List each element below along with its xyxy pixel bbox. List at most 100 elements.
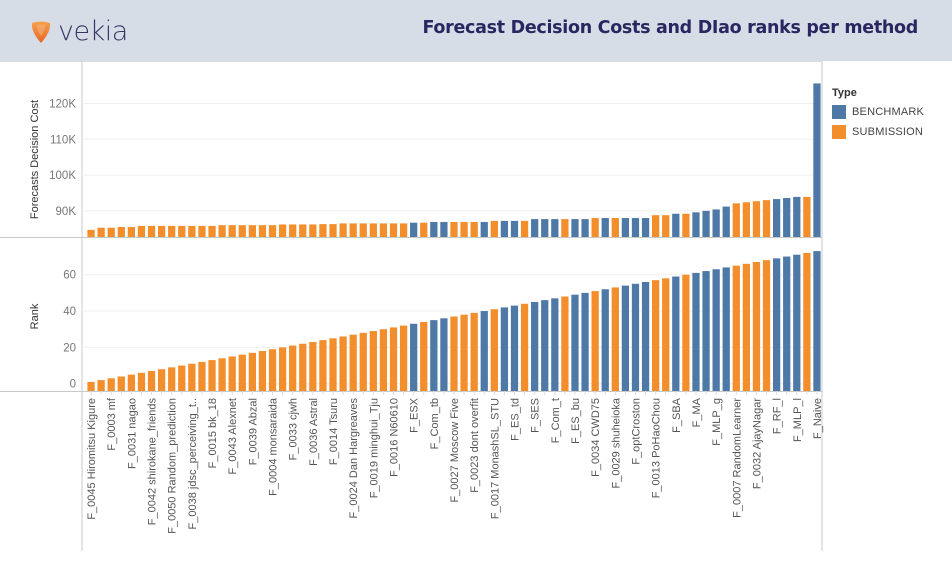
legend-item-submission[interactable]: SUBMISSION bbox=[832, 122, 924, 142]
y-axis-title: Forecasts Decision Cost bbox=[29, 100, 41, 219]
bar-rank bbox=[218, 358, 226, 391]
y-tick-label: 110K bbox=[50, 134, 76, 146]
bar-rank bbox=[662, 278, 670, 391]
bar-rank bbox=[551, 298, 559, 391]
bar-cost bbox=[329, 224, 337, 237]
bar-rank bbox=[702, 271, 710, 391]
bar-rank bbox=[601, 289, 609, 391]
bar-cost bbox=[450, 221, 458, 237]
bar-rank bbox=[480, 311, 488, 391]
bar-rank bbox=[531, 301, 539, 391]
bar-cost bbox=[168, 225, 176, 237]
bar-rank bbox=[107, 378, 115, 391]
bar-cost bbox=[783, 197, 791, 237]
bar-rank bbox=[541, 300, 549, 391]
x-tick-label: F_ES_td bbox=[509, 398, 521, 441]
y-tick-label: 60 bbox=[63, 270, 76, 282]
bar-rank bbox=[309, 341, 317, 391]
bar-rank bbox=[752, 261, 761, 391]
bar-cost bbox=[500, 220, 509, 237]
legend-label-benchmark: BENCHMARK bbox=[852, 106, 925, 118]
bar-rank bbox=[682, 274, 690, 391]
x-tick-label: F_0045 Hiromitsu Kigure bbox=[86, 398, 98, 520]
x-tick-label: F_0039 Abzal bbox=[247, 398, 259, 465]
bar-cost bbox=[410, 222, 418, 237]
bar-cost bbox=[591, 218, 599, 237]
bar-cost bbox=[117, 226, 125, 237]
x-tick-label: F_0015 bk_18 bbox=[207, 398, 219, 468]
bar-cost bbox=[702, 210, 710, 237]
bar-rank bbox=[410, 323, 418, 391]
x-tick-label: F_0029 shuheioka bbox=[610, 397, 622, 488]
y-tick-label: 100K bbox=[49, 170, 76, 182]
bar-cost bbox=[480, 221, 488, 237]
bar-rank bbox=[652, 280, 660, 391]
x-tick-label: F_MA bbox=[691, 397, 703, 427]
x-tick-label: F_MLP_l bbox=[792, 398, 804, 442]
bar-cost bbox=[803, 196, 811, 237]
x-tick-label: F_ESX bbox=[409, 397, 421, 433]
bar-cost bbox=[147, 225, 156, 237]
bar-rank bbox=[450, 316, 458, 391]
x-tick-label: F_0027 Moscow Five bbox=[449, 398, 461, 503]
legend-title: Type bbox=[832, 87, 857, 99]
bar-cost bbox=[571, 219, 579, 237]
bar-cost bbox=[349, 223, 357, 237]
bar-cost bbox=[258, 225, 267, 237]
x-tick-label: F_RF_l bbox=[772, 398, 784, 434]
bar-rank bbox=[369, 331, 377, 391]
bar-cost bbox=[369, 223, 377, 237]
bar-cost bbox=[319, 224, 327, 237]
x-tick-label: F_0003 mf bbox=[106, 397, 118, 451]
y-tick-label: 0 bbox=[70, 379, 76, 391]
bar-cost bbox=[531, 219, 539, 237]
y-tick-label: 40 bbox=[63, 306, 76, 318]
bar-cost bbox=[722, 206, 730, 237]
x-tick-label: F_0038 jdsc_perceiving_t.. bbox=[187, 398, 199, 529]
bar-rank bbox=[732, 265, 740, 391]
legend-swatch-submission bbox=[832, 125, 846, 139]
bar-cost bbox=[460, 221, 468, 237]
bar-rank bbox=[228, 356, 236, 391]
x-tick-label: F_0050 Random_prediction bbox=[167, 398, 179, 534]
bar-cost bbox=[198, 225, 206, 237]
x-tick-label: F_0016 N60610 bbox=[389, 398, 401, 477]
bar-cost bbox=[793, 196, 801, 237]
bar-cost bbox=[762, 200, 771, 237]
bar-rank bbox=[268, 349, 277, 391]
bar-cost bbox=[672, 213, 680, 237]
bar-cost bbox=[87, 229, 95, 237]
bar-rank bbox=[379, 329, 388, 391]
y-tick-label: 120K bbox=[49, 98, 76, 110]
bar-cost bbox=[652, 215, 660, 237]
bar-cost bbox=[359, 223, 367, 237]
bar-rank bbox=[359, 332, 367, 391]
x-tick-label: F_ES_bu bbox=[570, 398, 582, 444]
legend-item-benchmark[interactable]: BENCHMARK bbox=[832, 102, 924, 122]
bar-cost bbox=[440, 221, 448, 237]
bar-cost bbox=[289, 224, 297, 237]
bar-rank bbox=[692, 272, 700, 391]
bar-cost bbox=[248, 225, 256, 237]
bar-rank bbox=[440, 318, 448, 391]
bar-cost bbox=[682, 213, 690, 237]
panel-rank: 0 20 40 60 Rank bbox=[0, 251, 822, 392]
bar-cost bbox=[520, 220, 529, 237]
legend-swatch-benchmark bbox=[832, 105, 846, 119]
bar-rank bbox=[349, 334, 357, 391]
bar-rank bbox=[117, 376, 125, 391]
x-tick-label: F_0036 Astral bbox=[308, 398, 320, 466]
bar-rank bbox=[97, 380, 105, 391]
x-tick-label: F_optCroston bbox=[630, 398, 642, 465]
bar-cost bbox=[490, 220, 498, 237]
bar-rank bbox=[631, 283, 640, 391]
bar-cost bbox=[470, 221, 478, 237]
bar-cost bbox=[178, 225, 186, 237]
drop-logo-icon bbox=[31, 21, 51, 43]
bar-rank bbox=[157, 369, 166, 391]
bar-cost bbox=[631, 218, 640, 237]
bar-cost bbox=[218, 225, 226, 237]
bar-rank bbox=[510, 305, 519, 391]
header-bar: vekia Forecast Decision Costs and DIao r… bbox=[0, 0, 952, 61]
bar-rank bbox=[248, 352, 256, 391]
